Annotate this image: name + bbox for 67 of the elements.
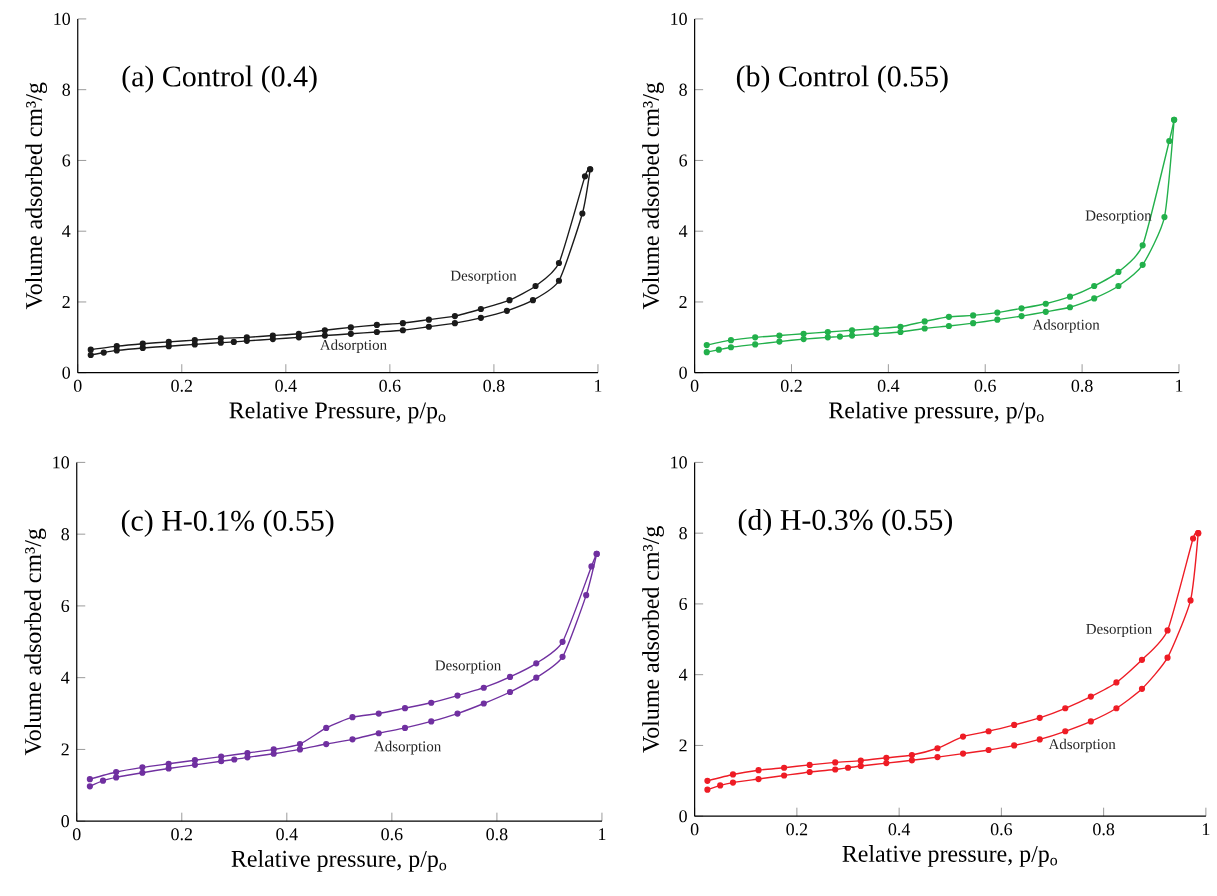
x-tick-label: 0.8 [483, 379, 505, 392]
x-tick-label: 0.4 [888, 823, 911, 836]
x-tick-label: 0.4 [275, 379, 297, 392]
y-axis-title: Volume adsorbed cm³/g [642, 82, 664, 310]
y-tick-label: 8 [61, 528, 70, 541]
y-tick-label: 8 [679, 83, 687, 96]
text: (a) Control (0.4) [122, 65, 317, 93]
y-axis-title: Volume adsorbed cm³/g [642, 526, 664, 753]
text: (c) H-0.1% (0.55) [121, 509, 334, 537]
y-tick-label: 4 [678, 668, 688, 681]
x-tick-label: 0.8 [486, 828, 508, 841]
y-tick-label: 10 [53, 456, 70, 469]
annotation: Adsorption [374, 740, 442, 755]
y-tick-label: 10 [54, 12, 71, 26]
x-tick-label: 1 [599, 828, 606, 841]
y-tick-label: 2 [62, 296, 70, 308]
x-tick-label: 0 [690, 823, 699, 836]
x-axis-title: Relative Pressure, p/p$_{o}$ [229, 401, 446, 424]
y-tick-label: 4 [62, 225, 71, 238]
y-tick-label: 6 [61, 599, 70, 612]
annotation: Desorption [450, 270, 517, 284]
y-tick-label: 2 [679, 739, 687, 752]
annotation: Adsorption [1048, 738, 1116, 753]
x-tick-label: 0.8 [1071, 379, 1093, 392]
x-tick-label: 0.8 [1093, 823, 1115, 836]
y-tick-label: 0 [61, 815, 70, 828]
y-axis-title: Volume adsorbed cm³/g [24, 528, 47, 756]
annotation: Adsorption [1032, 319, 1100, 333]
y-tick-label: 8 [62, 83, 71, 96]
x-tick-label: 0.6 [381, 828, 403, 841]
x-tick-label: 0.2 [171, 379, 192, 392]
text: (d) H-0.3% (0.55) [738, 509, 952, 537]
x-tick-label: 1 [1202, 823, 1210, 836]
y-axis-title: Volume adsorbed cm³/g [25, 82, 48, 310]
x-axis-title: Relative pressure, p/p$_{o}$ [842, 845, 1058, 867]
y-tick-label: 2 [61, 743, 69, 756]
annotation: Adsorption [319, 339, 387, 353]
y-tick-label: 10 [671, 12, 687, 26]
y-tick-label: 10 [671, 456, 687, 469]
x-tick-label: 0.2 [780, 379, 802, 392]
y-tick-label: 2 [679, 296, 687, 308]
annotation: Desorption [1086, 623, 1152, 638]
y-tick-label: 4 [61, 671, 70, 684]
x-tick-label: 0.4 [877, 379, 900, 392]
x-tick-label: 0 [690, 379, 699, 392]
x-tick-label: 0.6 [974, 379, 996, 392]
x-tick-label: 0 [73, 379, 82, 392]
x-axis-title: Relative pressure, p/p$_{o}$ [829, 401, 1044, 424]
y-tick-label: 0 [679, 366, 687, 379]
x-tick-label: 1 [1176, 379, 1183, 392]
y-tick-label: 8 [679, 527, 687, 540]
y-tick-label: 6 [679, 154, 688, 167]
x-tick-label: 0.2 [786, 823, 808, 836]
text: (b) Control (0.55) [736, 65, 948, 93]
x-tick-label: 0.4 [276, 828, 298, 841]
x-tick-label: 0 [72, 828, 81, 841]
y-tick-label: 4 [678, 225, 688, 238]
annotation: Desorption [435, 660, 502, 674]
y-tick-label: 6 [62, 154, 71, 167]
y-tick-label: 0 [62, 366, 71, 379]
y-tick-label: 0 [679, 810, 687, 823]
x-tick-label: 0.2 [171, 828, 192, 841]
x-tick-label: 0.6 [990, 823, 1013, 836]
x-axis-title: Relative pressure, p/p$_{o}$ [231, 850, 447, 872]
y-tick-label: 6 [679, 597, 688, 610]
x-tick-label: 1 [595, 379, 602, 392]
x-tick-label: 0.6 [379, 379, 401, 392]
